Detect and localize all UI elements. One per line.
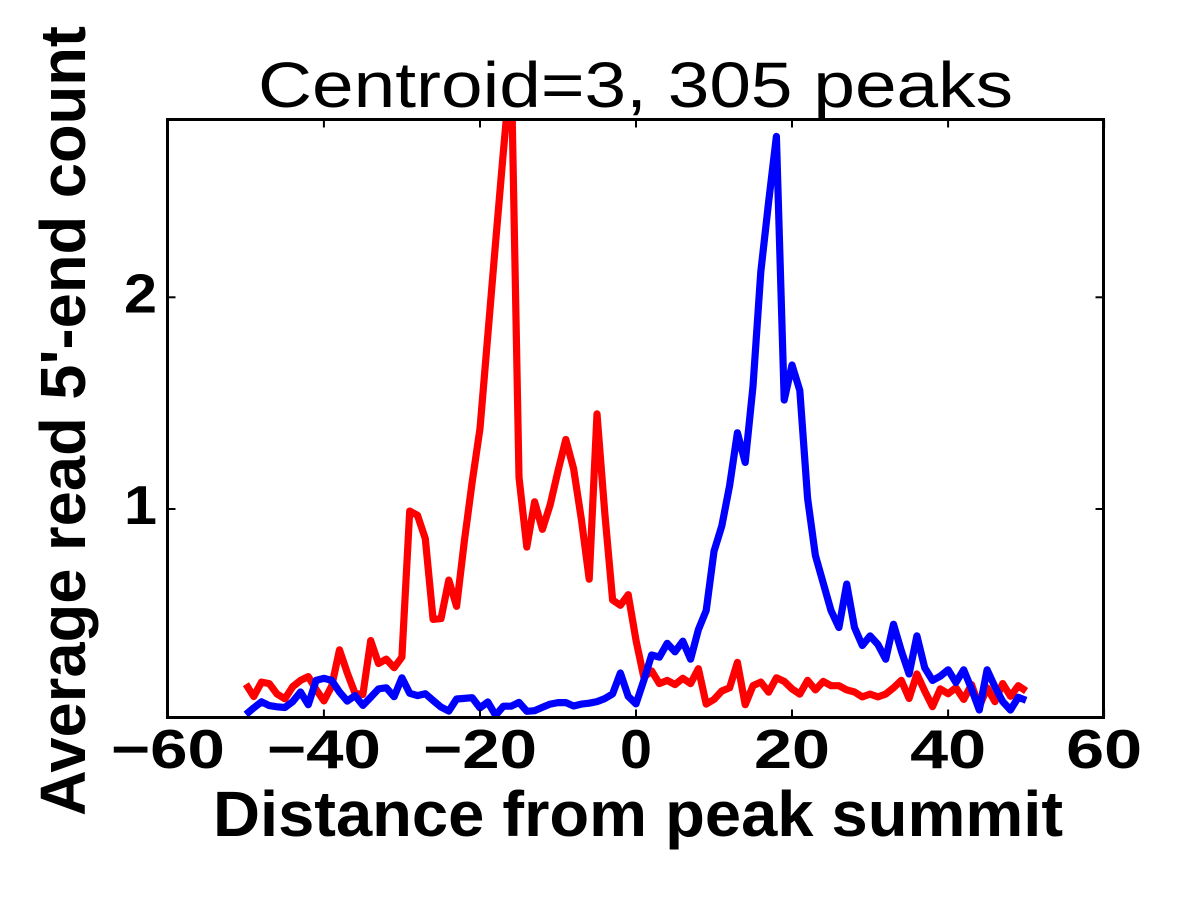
svg-text:40: 40 xyxy=(910,718,986,780)
svg-text:−60: −60 xyxy=(111,718,225,780)
svg-text:0: 0 xyxy=(620,718,652,780)
svg-text:Average read 5'-end count: Average read 5'-end count xyxy=(27,26,99,816)
svg-text:−20: −20 xyxy=(423,718,537,780)
svg-text:−40: −40 xyxy=(267,718,381,780)
svg-text:2: 2 xyxy=(124,262,157,324)
svg-text:60: 60 xyxy=(1066,718,1142,780)
svg-text:Centroid=3, 305 peaks: Centroid=3, 305 peaks xyxy=(258,49,1013,121)
svg-text:20: 20 xyxy=(754,718,830,780)
svg-text:1: 1 xyxy=(124,474,157,536)
svg-text:Distance from peak summit: Distance from peak summit xyxy=(213,778,1063,850)
